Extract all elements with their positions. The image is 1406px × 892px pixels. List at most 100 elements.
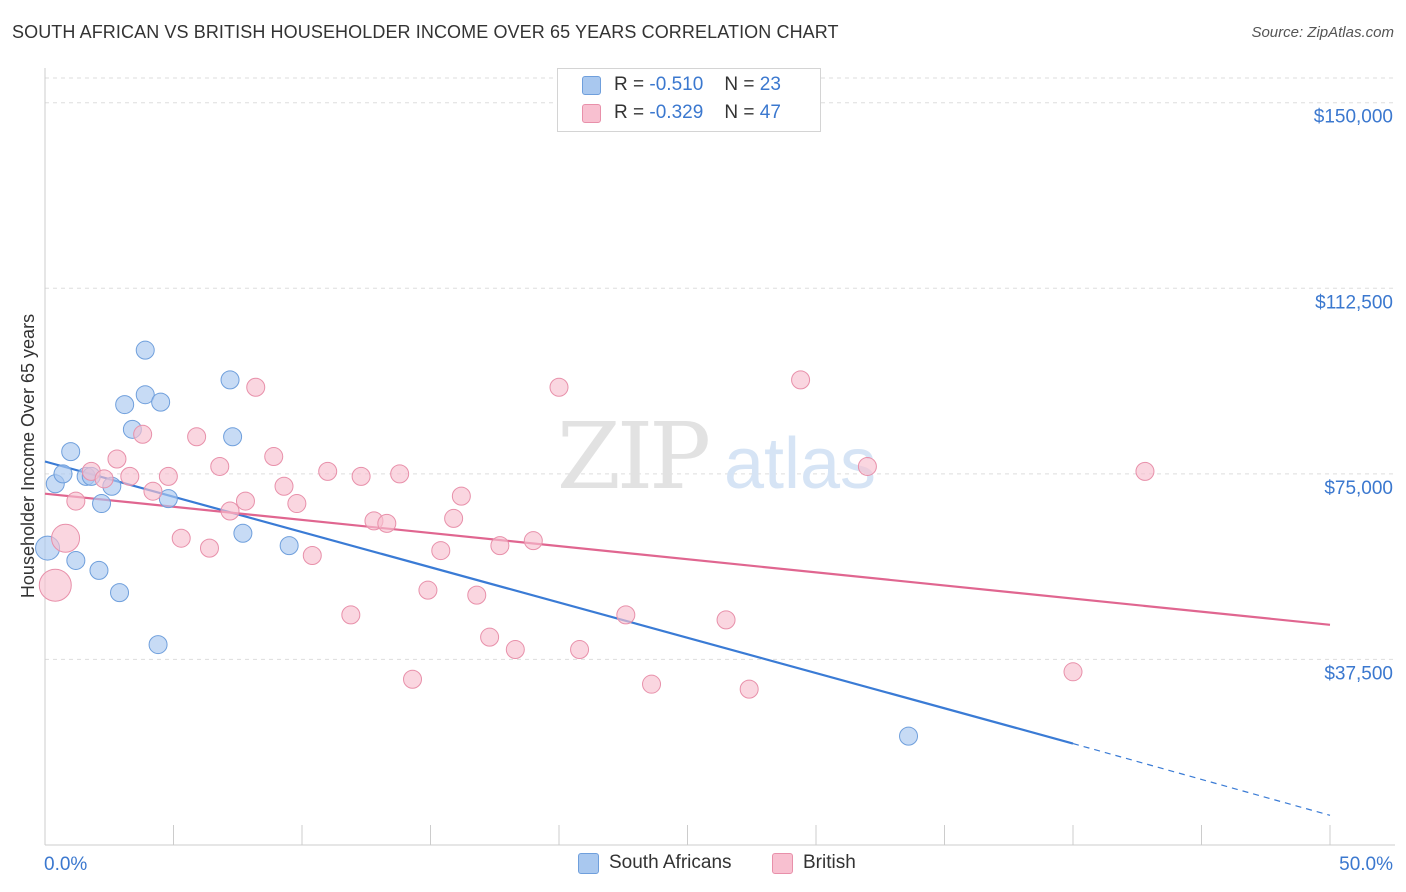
- legend-r-value: -0.329: [649, 102, 704, 123]
- point-british: [549, 377, 569, 397]
- gridlines: [45, 77, 1395, 660]
- point-south-africans: [115, 395, 135, 415]
- point-south-africans: [135, 385, 155, 405]
- point-british: [716, 610, 736, 630]
- point-british: [187, 427, 207, 447]
- bottom-legend-swatch-south-africans: [578, 852, 599, 874]
- point-british: [523, 531, 543, 551]
- point-south-africans: [151, 392, 171, 412]
- point-british: [642, 674, 662, 694]
- bottom-legend-swatch-british: [772, 852, 793, 874]
- point-british: [570, 640, 590, 660]
- point-south-africans: [279, 536, 299, 556]
- legend-swatch-british: [582, 103, 601, 123]
- trend-line-0: [44, 460, 1074, 745]
- point-british: [158, 466, 178, 486]
- trend-line-1: [44, 492, 1331, 626]
- point-british: [505, 640, 525, 660]
- point-british: [467, 585, 487, 605]
- point-british: [403, 669, 423, 689]
- point-british: [390, 464, 410, 484]
- point-south-africans: [92, 494, 112, 514]
- y-tick-label: $37,500: [1324, 663, 1393, 684]
- point-british: [351, 466, 371, 486]
- point-south-africans: [148, 635, 168, 655]
- bottom-legend-british: British: [772, 852, 856, 874]
- data-points: [35, 340, 1155, 746]
- point-british: [791, 370, 811, 390]
- y-tick-label: $75,000: [1324, 478, 1393, 499]
- y-tick-label: $150,000: [1314, 107, 1393, 128]
- point-british: [616, 605, 636, 625]
- bottom-legend-label: British: [803, 852, 856, 873]
- point-british: [235, 491, 255, 511]
- legend-r-label: R =: [614, 74, 645, 95]
- point-british: [480, 627, 500, 647]
- point-british: [51, 523, 81, 553]
- point-british: [220, 501, 240, 521]
- point-south-africans: [233, 523, 253, 543]
- point-british: [143, 481, 163, 501]
- point-south-africans: [135, 340, 155, 360]
- point-south-africans: [110, 583, 130, 603]
- point-british: [120, 466, 140, 486]
- point-british: [246, 377, 266, 397]
- legend-n-value: 23: [759, 74, 781, 95]
- point-british: [274, 476, 294, 496]
- point-british: [38, 568, 72, 602]
- axes: [44, 68, 1395, 846]
- point-british: [107, 449, 127, 469]
- point-south-africans: [61, 442, 81, 462]
- point-south-africans: [223, 427, 243, 447]
- bottom-legend-label: South Africans: [609, 852, 732, 873]
- point-british: [341, 605, 361, 625]
- legend-n-label: N =: [724, 74, 755, 95]
- point-british: [199, 538, 219, 558]
- bottom-legend-south-africans: South Africans: [578, 852, 732, 874]
- point-british: [318, 461, 338, 481]
- correlation-legend: R = -0.510 N = 23 R = -0.329 N = 47: [557, 68, 821, 132]
- point-british: [444, 508, 464, 528]
- point-british: [287, 494, 307, 514]
- point-south-africans: [158, 489, 178, 509]
- watermark-atlas: atlas: [724, 424, 876, 504]
- point-south-africans: [220, 370, 240, 390]
- y-axis-label: Householder Income Over 65 years: [18, 314, 38, 598]
- point-british: [1063, 662, 1083, 682]
- point-british: [171, 528, 191, 548]
- point-british: [302, 546, 322, 566]
- trend-lines: [44, 460, 1331, 816]
- watermark: ZIP atlas: [557, 403, 876, 510]
- x-tick-label: 50.0%: [1339, 854, 1393, 875]
- source-label: Source: ZipAtlas.com: [1251, 24, 1394, 41]
- chart-title: SOUTH AFRICAN VS BRITISH HOUSEHOLDER INC…: [12, 22, 839, 42]
- legend-r-label: R =: [614, 102, 645, 123]
- watermark-zip: ZIP: [557, 403, 708, 510]
- point-british: [418, 580, 438, 600]
- point-british: [490, 536, 510, 556]
- trend-line-extension-0: [1072, 742, 1331, 816]
- legend-n-label: N =: [724, 102, 755, 123]
- legend-n-value: 47: [759, 102, 781, 123]
- point-south-africans: [66, 550, 86, 570]
- point-british: [377, 513, 397, 533]
- point-south-africans: [89, 560, 109, 580]
- point-british: [857, 456, 877, 476]
- point-british: [264, 447, 284, 467]
- x-tick-label: 0.0%: [44, 854, 87, 875]
- point-british: [94, 469, 114, 489]
- point-british: [431, 541, 451, 561]
- point-british: [66, 491, 86, 511]
- point-british: [739, 679, 759, 699]
- legend-r-value: -0.510: [649, 74, 704, 95]
- point-british: [1135, 461, 1155, 481]
- y-tick-label: $112,500: [1315, 292, 1393, 313]
- tick-labels: $37,500 $75,000 $112,500 $150,000 0.0% 50.0%: [44, 107, 1393, 875]
- point-south-africans: [899, 726, 919, 746]
- point-south-africans: [53, 464, 73, 484]
- legend-swatch-south-africans: [582, 75, 601, 95]
- point-british: [210, 456, 230, 476]
- point-british: [451, 486, 471, 506]
- point-british: [133, 424, 153, 444]
